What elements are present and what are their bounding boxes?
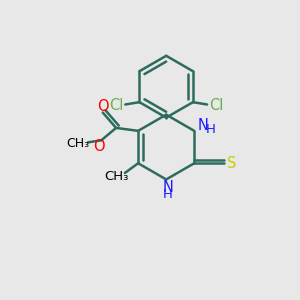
Text: CH₃: CH₃ [104, 170, 129, 183]
Text: N: N [198, 118, 208, 133]
Text: H: H [206, 123, 215, 136]
Text: N: N [162, 180, 173, 195]
Text: S: S [227, 156, 237, 171]
Text: Cl: Cl [209, 98, 223, 112]
Text: H: H [163, 188, 172, 201]
Text: Cl: Cl [109, 98, 124, 112]
Text: O: O [93, 139, 105, 154]
Text: O: O [97, 99, 109, 114]
Text: CH₃: CH₃ [66, 137, 89, 150]
